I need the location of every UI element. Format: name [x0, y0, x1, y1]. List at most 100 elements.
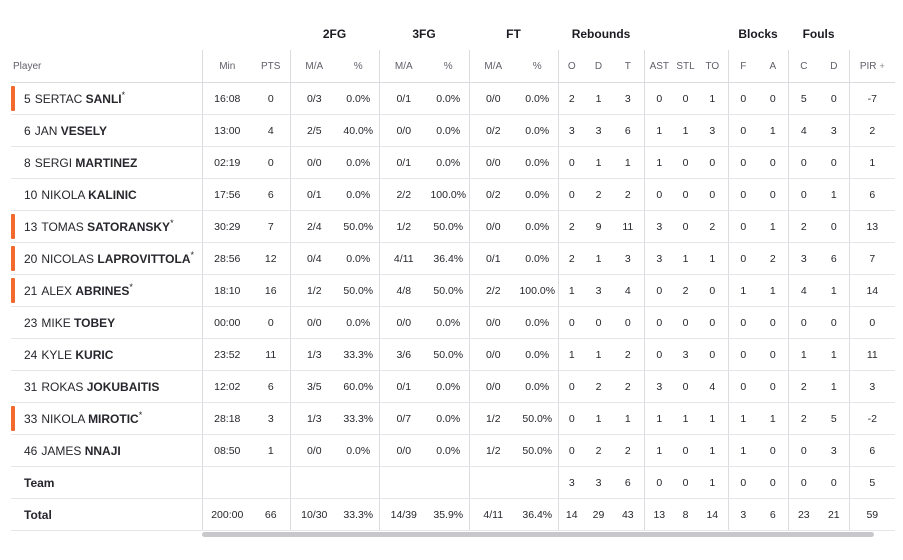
group-rebounds: Rebounds: [571, 27, 631, 41]
stat-ft-pct: 0.0%: [517, 210, 559, 243]
starter-marker: [11, 406, 15, 431]
stat-min: 00:00: [201, 306, 252, 339]
stat-blk-f: 0: [727, 178, 759, 211]
col-reb-d[interactable]: D: [585, 50, 613, 83]
stat-reb-t: 43: [612, 498, 645, 531]
stat-min: 12:02: [201, 370, 252, 403]
player-name-cell[interactable]: 46 JAMES NNAJI: [11, 434, 202, 467]
stat-min: 02:19: [201, 146, 252, 179]
stat-foul-c: 4: [787, 114, 820, 147]
stat-blk-a: 0: [758, 178, 789, 211]
player-name-cell[interactable]: 31 ROKAS JOKUBAITIS: [11, 370, 202, 403]
col-pts[interactable]: PTS: [252, 50, 290, 83]
col-3fg-pct[interactable]: %: [428, 50, 469, 83]
stat-3fg-pct: 36.4%: [428, 242, 469, 275]
stat-2fg-ma: 0/4: [289, 242, 338, 275]
stat-to: 1: [697, 466, 729, 499]
col-2fg-pct[interactable]: %: [338, 50, 379, 83]
col-ast[interactable]: AST: [643, 50, 675, 83]
stat-to: 14: [697, 498, 729, 531]
player-row[interactable]: 33 NIKOLA MIROTIC* 28:18 3 1/3 33.3% 0/7 0.0% 1/…: [11, 402, 896, 435]
col-3fg-ma[interactable]: M/A: [378, 50, 428, 83]
player-name-cell[interactable]: 6 JAN VESELY: [11, 114, 202, 147]
stat-2fg-pct: 0.0%: [338, 146, 379, 179]
player-row[interactable]: 20 NICOLAS LAPROVITTOLA* 28:56 12 0/4 0.0% 4/1…: [11, 242, 896, 275]
stat-3fg-ma: 0/0: [378, 434, 428, 467]
player-name-cell[interactable]: 8 SERGI MARTINEZ: [11, 146, 202, 179]
stat-reb-d: 3: [585, 466, 613, 499]
stat-2fg-ma: 1/2: [289, 274, 338, 307]
col-to[interactable]: TO: [697, 50, 729, 83]
col-reb-t[interactable]: T: [612, 50, 645, 83]
player-row[interactable]: 24 KYLE KURIC 23:52 11 1/3 33.3% 3/6 50.0% 0/0 0.…: [11, 338, 896, 371]
player-number: 20: [24, 251, 38, 266]
stat-reb-d: 2: [585, 178, 613, 211]
player-row[interactable]: 5 SERTAC SANLI* 16:08 0 0/3 0.0% 0/1 0.0% 0/0 0.0…: [11, 82, 896, 115]
stat-2fg-pct: 50.0%: [338, 210, 379, 243]
player-row[interactable]: 31 ROKAS JOKUBAITIS 12:02 6 3/5 60.0% 0/1 0.0% 0…: [11, 370, 896, 403]
stat-pts: 66: [252, 498, 290, 531]
col-blk-f[interactable]: F: [727, 50, 759, 83]
col-2fg-ma[interactable]: M/A: [289, 50, 338, 83]
player-row[interactable]: 23 MIKE TOBEY 00:00 0 0/0 0.0% 0/0 0.0% 0/0 0.0% 0…: [11, 306, 896, 339]
stat-pts: 6: [252, 370, 290, 403]
stat-stl: 2: [674, 274, 698, 307]
col-blk-a[interactable]: A: [758, 50, 789, 83]
player-name-cell[interactable]: 5 SERTAC SANLI*: [11, 82, 202, 115]
stat-pir: 5: [848, 466, 896, 499]
player-number: 10: [24, 187, 38, 202]
player-name-cell[interactable]: 23 MIKE TOBEY: [11, 306, 202, 339]
player-first-name: SERTAC: [34, 91, 83, 106]
player-row[interactable]: 10 NIKOLA KALINIC 17:56 6 0/1 0.0% 2/2 100.0% 0/…: [11, 178, 896, 211]
player-first-name: TOMAS: [41, 219, 84, 234]
stat-ast: 0: [643, 274, 675, 307]
stat-pts: [252, 466, 290, 499]
stat-to: 1: [697, 434, 729, 467]
col-ft-ma[interactable]: M/A: [468, 50, 517, 83]
col-foul-d[interactable]: D: [819, 50, 850, 83]
stat-ast: 3: [643, 242, 675, 275]
player-name-cell[interactable]: 21 ALEX ABRINES*: [11, 274, 202, 307]
stat-reb-d: 0: [585, 306, 613, 339]
col-player[interactable]: Player: [11, 50, 202, 83]
player-row[interactable]: 46 JAMES NNAJI 08:50 1 0/0 0.0% 0/0 0.0% 1/2 50.0…: [11, 434, 896, 467]
total-row: Total 200:00 66 10/30 33.3% 14/39 35.9% 4/11 36.…: [11, 498, 896, 531]
stat-min: 08:50: [201, 434, 252, 467]
col-min[interactable]: Min: [201, 50, 252, 83]
player-name-cell[interactable]: 20 NICOLAS LAPROVITTOLA*: [11, 242, 202, 275]
plus-icon[interactable]: +: [879, 60, 885, 71]
stat-reb-t: 6: [612, 114, 645, 147]
col-foul-c[interactable]: C: [787, 50, 820, 83]
player-last-name: SANLI: [85, 91, 122, 106]
stat-pir: 6: [848, 434, 896, 467]
player-row[interactable]: 13 TOMAS SATORANSKY* 30:29 7 2/4 50.0% 1/2 50.0…: [11, 210, 896, 243]
player-row[interactable]: 8 SERGI MARTINEZ 02:19 0 0/0 0.0% 0/1 0.0% 0/0 0.…: [11, 146, 896, 179]
group-3fg: 3FG: [412, 27, 436, 41]
col-ft-pct[interactable]: %: [517, 50, 559, 83]
player-name-cell[interactable]: 24 KYLE KURIC: [11, 338, 202, 371]
stat-2fg-pct: 33.3%: [338, 498, 379, 531]
stat-blk-a: 0: [758, 466, 789, 499]
stat-foul-d: 1: [819, 370, 850, 403]
player-name-cell[interactable]: 10 NIKOLA KALINIC: [11, 178, 202, 211]
col-reb-o[interactable]: O: [557, 50, 586, 83]
horizontal-scrollbar[interactable]: [202, 532, 874, 537]
stat-3fg-pct: 0.0%: [428, 114, 469, 147]
stat-ast: 0: [643, 338, 675, 371]
stat-foul-c: 3: [787, 242, 820, 275]
stat-2fg-ma: 0/0: [289, 434, 338, 467]
stat-3fg-ma: 4/8: [378, 274, 428, 307]
stat-blk-a: 0: [758, 338, 789, 371]
stat-reb-o: 0: [557, 178, 586, 211]
stat-2fg-ma: [289, 466, 338, 499]
stat-to: 0: [697, 146, 729, 179]
col-pir[interactable]: PIR +: [848, 50, 896, 83]
player-row[interactable]: 6 JAN VESELY 13:00 4 2/5 40.0% 0/0 0.0% 0/2 0.0% 3…: [11, 114, 896, 147]
player-name-cell[interactable]: 33 NIKOLA MIROTIC*: [11, 402, 202, 435]
stat-reb-o: 0: [557, 402, 586, 435]
stat-pts: 0: [252, 306, 290, 339]
player-last-name: NNAJI: [84, 443, 121, 458]
player-row[interactable]: 21 ALEX ABRINES* 18:10 16 1/2 50.0% 4/8 50.0% 2/…: [11, 274, 896, 307]
col-stl[interactable]: STL: [674, 50, 698, 83]
player-name-cell[interactable]: 13 TOMAS SATORANSKY*: [11, 210, 202, 243]
